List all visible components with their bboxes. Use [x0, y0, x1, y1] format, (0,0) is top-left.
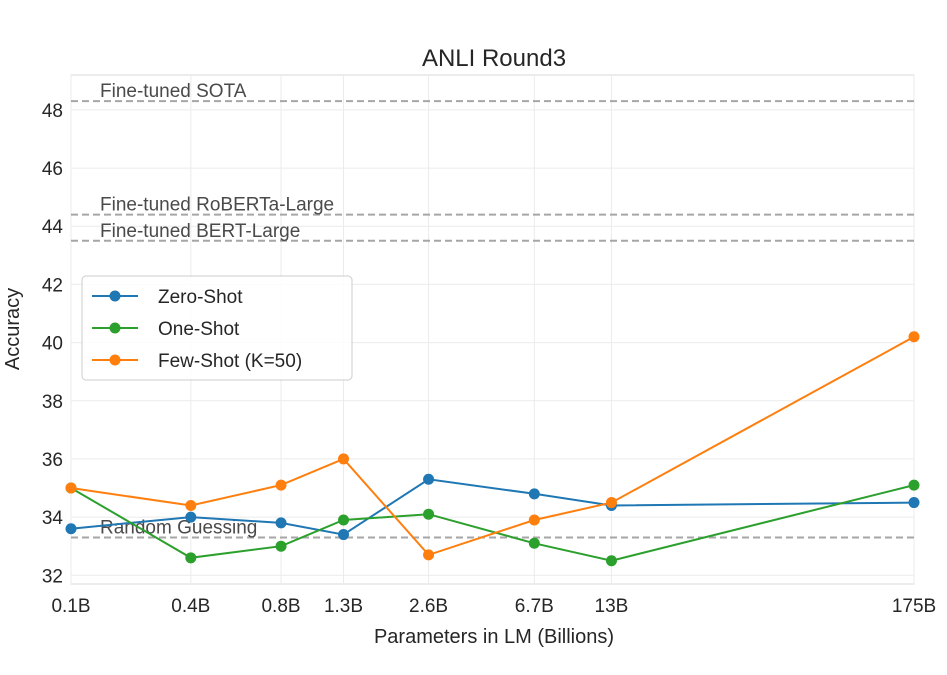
x-tick-label: 13B [595, 596, 629, 617]
x-tick-label: 0.1B [51, 596, 90, 617]
x-tick-label: 1.3B [324, 596, 363, 617]
data-point [275, 517, 287, 529]
data-point [908, 479, 920, 491]
x-tick-label: 0.4B [171, 596, 210, 617]
x-axis-label: Parameters in LM (Billions) [374, 626, 614, 648]
data-point [423, 508, 435, 520]
data-point [528, 488, 540, 500]
data-point [908, 497, 920, 509]
data-point [185, 511, 197, 523]
y-tick-label: 32 [42, 566, 63, 587]
series-line [70, 335, 915, 557]
legend: Zero-Shot One-Shot Few-Shot (K=50) [81, 275, 353, 381]
y-tick-label: 34 [42, 508, 64, 529]
data-point [65, 523, 77, 535]
data-point [605, 555, 617, 567]
data-point [185, 552, 197, 564]
data-point [908, 331, 920, 343]
y-tick-label: 48 [42, 101, 63, 122]
series-group [65, 331, 920, 567]
reference-line-label: Fine-tuned RoBERTa-Large [100, 195, 334, 216]
legend-entry: Zero-Shot [158, 287, 243, 308]
data-point [338, 514, 350, 526]
y-tick-label: 40 [42, 334, 63, 355]
legend-marker [109, 322, 121, 334]
legend-box [81, 275, 353, 381]
y-axis-label: Accuracy [2, 288, 24, 370]
legend-entry: Few-Shot (K=50) [158, 351, 302, 372]
x-tick-label: 0.8B [261, 596, 300, 617]
legend-marker [109, 290, 121, 302]
data-point [338, 529, 350, 541]
x-tick-label: 2.6B [409, 596, 448, 617]
y-tick-label: 44 [42, 217, 64, 238]
data-point [185, 499, 197, 511]
grid [70, 75, 915, 584]
reference-lines: Fine-tuned SOTA Fine-tuned RoBERTa-Large F… [71, 81, 914, 539]
y-tick-label: 38 [42, 392, 63, 413]
data-point [338, 453, 350, 465]
y-tick-label: 46 [42, 159, 63, 180]
y-tick-label: 42 [42, 275, 63, 296]
x-tick-label: 175B [892, 596, 936, 617]
data-point [65, 482, 77, 494]
data-point [605, 497, 617, 509]
legend-marker [109, 354, 121, 366]
x-tick-label: 6.7B [515, 596, 554, 617]
chart-title: ANLI Round3 [422, 45, 566, 72]
reference-line-label: Fine-tuned SOTA [100, 81, 247, 102]
data-point [528, 537, 540, 549]
data-point [423, 549, 435, 561]
data-point [423, 473, 435, 485]
y-axis-ticks: 32 34 36 38 40 42 44 46 48 [42, 101, 64, 587]
reference-line-label: Fine-tuned BERT-Large [100, 221, 300, 242]
data-point [528, 514, 540, 526]
data-point [275, 479, 287, 491]
legend-entry: One-Shot [158, 319, 240, 340]
y-tick-label: 36 [42, 450, 63, 471]
data-point [275, 540, 287, 552]
x-axis-ticks: 0.1B 0.4B 0.8B 1.3B 2.6B 6.7B 13B 175B [51, 596, 936, 617]
series-line [70, 484, 915, 562]
